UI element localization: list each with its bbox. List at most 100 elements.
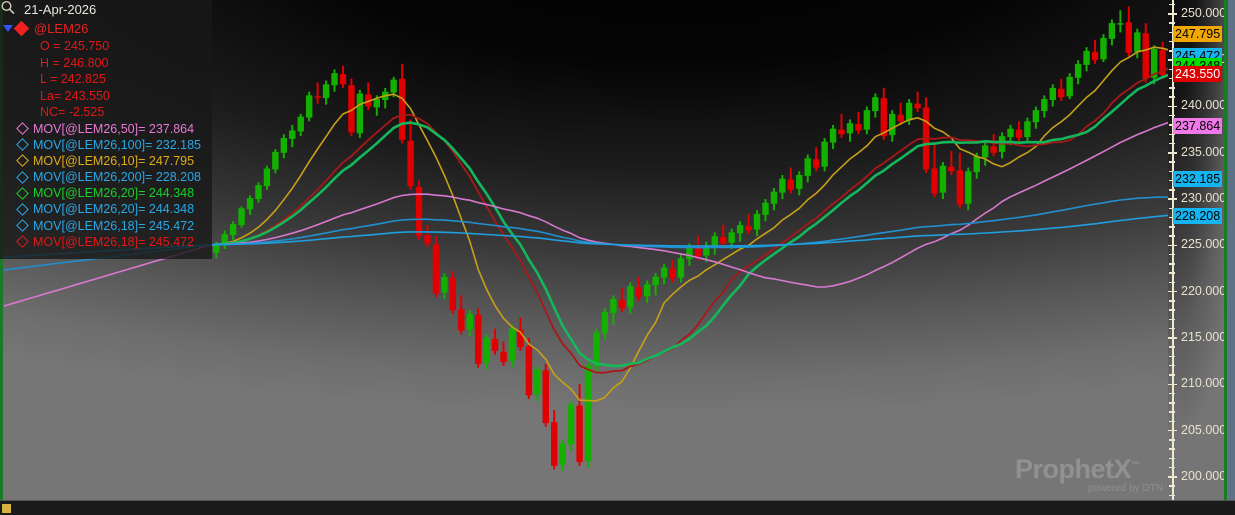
axis-minor-tick bbox=[1169, 494, 1175, 497]
candle-body bbox=[728, 232, 735, 243]
candle-body bbox=[365, 94, 372, 107]
indicator-diamond-icon bbox=[16, 186, 29, 200]
indicator-diamond-icon bbox=[16, 219, 29, 233]
candle-body bbox=[424, 235, 431, 244]
price-axis[interactable]: 250.000245.000240.000235.000230.000225.0… bbox=[1168, 0, 1228, 500]
candle-body bbox=[677, 258, 685, 278]
candle-body bbox=[686, 247, 693, 260]
candle-body bbox=[736, 225, 744, 234]
candle-body bbox=[880, 98, 887, 137]
axis-minor-tick bbox=[1169, 114, 1175, 117]
candle-body bbox=[263, 168, 271, 187]
axis-major-tick bbox=[1168, 152, 1177, 154]
price-chart-plot[interactable]: ProphetX™ powered by DTN 21-Apr-2026 @LE… bbox=[0, 0, 1168, 500]
indicator-diamond-icon bbox=[16, 122, 29, 135]
candle-body bbox=[576, 405, 583, 463]
candle-body bbox=[1159, 50, 1166, 75]
prophetx-watermark: ProphetX™ powered by DTN bbox=[1015, 452, 1165, 496]
legend-indicator-row[interactable]: MOV[@LEM26,10]= 247.795 bbox=[0, 153, 212, 169]
candle-body bbox=[474, 314, 482, 364]
legend-indicator-row[interactable]: MOV[@LEM26,18]= 245.472 bbox=[0, 234, 212, 250]
candle-body bbox=[213, 244, 220, 253]
axis-minor-tick bbox=[1169, 77, 1175, 80]
candle-body bbox=[889, 113, 896, 136]
axis-minor-tick bbox=[1169, 207, 1175, 210]
axis-minor-tick bbox=[1169, 300, 1175, 302]
candle-body bbox=[1032, 110, 1040, 123]
candle-body bbox=[559, 443, 566, 465]
legend-indicator-row[interactable]: MOV[@LEM26,20]= 244.348 bbox=[0, 201, 212, 217]
axis-tick-label: 230.000 bbox=[1181, 191, 1227, 206]
candle-body bbox=[525, 346, 533, 396]
candle-body bbox=[812, 159, 820, 168]
candle-body bbox=[846, 123, 854, 134]
candle-body bbox=[720, 237, 727, 244]
candle-body bbox=[669, 268, 676, 279]
axis-major-tick bbox=[1168, 59, 1177, 61]
candle-body bbox=[356, 93, 364, 134]
candle-body bbox=[221, 234, 228, 246]
horizontal-scrollbar[interactable] bbox=[0, 500, 1235, 515]
legend-indicator-list: MOV[@LEM26,50]= 237.864 MOV[@LEM26,100]= … bbox=[0, 121, 212, 251]
candle-body bbox=[931, 168, 938, 194]
candle-body bbox=[432, 244, 440, 294]
candle-body bbox=[627, 286, 634, 308]
axis-minor-tick bbox=[1169, 133, 1175, 135]
moving-average-line bbox=[216, 67, 1168, 374]
axis-minor-tick bbox=[1169, 272, 1175, 274]
candle-body bbox=[534, 369, 541, 395]
candle-body bbox=[238, 208, 245, 225]
axis-tick-label: 250.000 bbox=[1181, 5, 1227, 20]
candle-body bbox=[796, 175, 803, 189]
candle-body bbox=[779, 178, 786, 193]
indicator-diamond-icon bbox=[16, 203, 29, 216]
axis-major-tick bbox=[1168, 244, 1177, 247]
legend-indicator-row[interactable]: MOV[@LEM26,50]= 237.864 bbox=[0, 121, 212, 137]
legend-symbol-row[interactable]: @LEM26 bbox=[0, 19, 212, 38]
axis-minor-tick bbox=[1169, 40, 1175, 43]
candle-body bbox=[855, 124, 862, 131]
axis-minor-tick bbox=[1169, 3, 1175, 6]
candle-body bbox=[981, 145, 989, 158]
legend-indicator-label: MOV[@LEM26,18]= 245.472 bbox=[33, 234, 195, 249]
axis-minor-tick bbox=[1169, 346, 1175, 348]
axis-minor-tick bbox=[1169, 96, 1175, 98]
candle-body bbox=[1066, 76, 1073, 97]
legend-indicator-row[interactable]: MOV[@LEM26,20]= 244.348 bbox=[0, 185, 212, 201]
axis-minor-tick bbox=[1169, 142, 1175, 145]
magnifier-icon[interactable] bbox=[0, 0, 16, 16]
legend-date: 21-Apr-2026 bbox=[24, 2, 97, 17]
axis-minor-tick bbox=[1169, 170, 1175, 173]
legend-indicator-label: MOV[@LEM26,100]= 232.185 bbox=[33, 137, 201, 152]
axis-tick-label: 220.000 bbox=[1181, 283, 1227, 298]
candle-body bbox=[838, 129, 845, 135]
triangle-down-icon[interactable] bbox=[0, 25, 16, 32]
candle-body bbox=[939, 165, 947, 193]
chart-legend-panel[interactable]: 21-Apr-2026 @LEM26 O = 245.750 H = 246.80… bbox=[0, 0, 212, 259]
legend-indicator-row[interactable]: MOV[@LEM26,200]= 228.208 bbox=[0, 169, 212, 185]
candle-body bbox=[1083, 50, 1090, 65]
vertical-scrollbar[interactable] bbox=[1228, 0, 1235, 500]
candle-body bbox=[398, 78, 406, 140]
candle-body bbox=[1058, 88, 1065, 98]
axis-minor-tick bbox=[1169, 226, 1175, 228]
candle-body bbox=[973, 156, 980, 173]
axis-tick-label: 240.000 bbox=[1181, 98, 1227, 113]
moving-average-line bbox=[216, 73, 1168, 368]
candle-body bbox=[542, 370, 549, 424]
axis-minor-tick bbox=[1169, 466, 1175, 469]
candle-body bbox=[593, 332, 600, 367]
candle-body bbox=[914, 103, 921, 109]
indicator-diamond-icon bbox=[16, 170, 29, 184]
legend-indicator-row[interactable]: MOV[@LEM26,100]= 232.185 bbox=[0, 137, 212, 153]
scrollbar-thumb[interactable] bbox=[2, 504, 11, 513]
candle-body bbox=[415, 187, 423, 237]
axis-major-tick bbox=[1168, 290, 1177, 293]
legend-indicator-row[interactable]: MOV[@LEM26,18]= 245.472 bbox=[0, 218, 212, 234]
candle-body bbox=[745, 225, 752, 231]
candle-body bbox=[872, 97, 879, 112]
candle-body bbox=[694, 248, 702, 257]
candle-body bbox=[466, 313, 473, 330]
legend-indicator-label: MOV[@LEM26,20]= 244.348 bbox=[33, 186, 195, 201]
axis-right-border bbox=[1224, 0, 1227, 500]
